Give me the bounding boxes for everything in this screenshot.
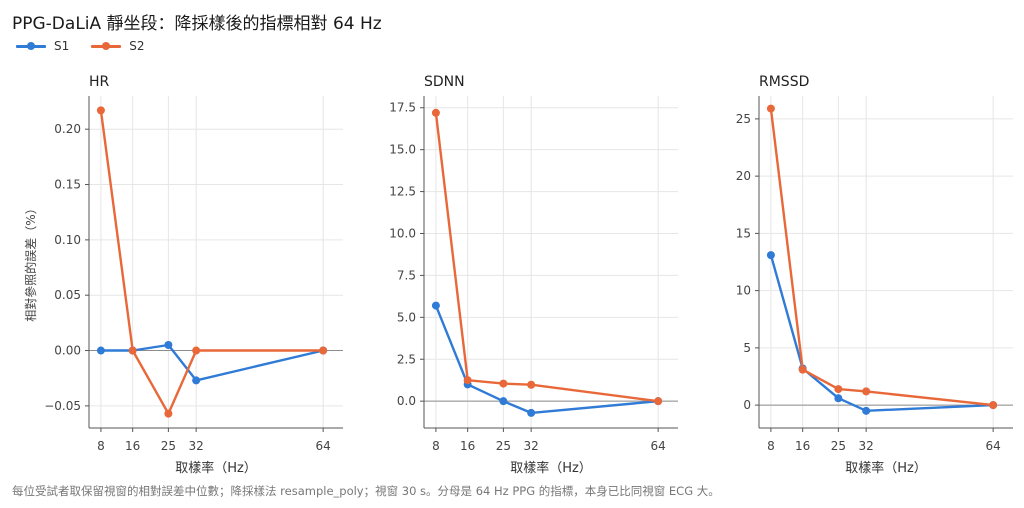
rmssd-x-label: 取樣率（Hz） <box>845 460 927 476</box>
sdnn-xtick-label-2: 25 <box>496 439 511 453</box>
hr-x-label: 取樣率（Hz） <box>175 460 257 476</box>
sdnn-series-s2-point-0 <box>431 108 440 117</box>
sdnn-series-s1-point-2 <box>499 397 508 406</box>
legend-item-s2: S2 <box>91 39 145 53</box>
rmssd-ytick-label-5: 25 <box>736 112 751 126</box>
rmssd-xtick-label-3: 32 <box>859 439 874 453</box>
rmssd-ytick-label-4: 20 <box>736 169 751 183</box>
hr-ytick-label-3: 0.10 <box>54 233 81 247</box>
rmssd-xtick-label-1: 16 <box>795 439 810 453</box>
rmssd-series-s2-point-1 <box>798 365 807 374</box>
rmssd-series-s1-point-3 <box>862 406 871 415</box>
sdnn-series-s1-point-0 <box>431 301 440 310</box>
sdnn-series-s2-point-4 <box>654 397 663 406</box>
sdnn-xtick-label-0: 8 <box>432 439 440 453</box>
sdnn-ytick-label-3: 7.5 <box>397 268 416 282</box>
hr-series-s2-line <box>99 110 324 415</box>
hr-ytick-label-5: 0.20 <box>54 122 81 136</box>
hr-xtick-label-2: 25 <box>161 439 176 453</box>
sdnn-ytick-label-6: 15.0 <box>389 143 416 157</box>
hr-series-s2-point-3 <box>192 346 201 355</box>
rmssd-series-s2-point-4 <box>989 401 998 410</box>
rmssd-series-s2-point-0 <box>766 104 775 113</box>
legend: S1 S2 <box>16 39 145 53</box>
sdnn-x-label: 取樣率（Hz） <box>510 460 592 476</box>
hr-series-s1-point-0 <box>96 346 105 355</box>
hr-series-s2-point-1 <box>128 346 137 355</box>
rmssd-series-s2-line <box>769 108 994 407</box>
hr-series-s2-point-4 <box>319 346 328 355</box>
rmssd-xtick-label-2: 25 <box>831 439 846 453</box>
sdnn-xtick-label-3: 32 <box>524 439 539 453</box>
hr-xtick-label-1: 16 <box>125 439 140 453</box>
rmssd-ytick-label-2: 10 <box>736 284 751 298</box>
hr-ytick-label-0: −0.05 <box>44 399 81 413</box>
rmssd-series-s1-line <box>769 254 994 412</box>
legend-item-s1: S1 <box>16 39 69 53</box>
hr-ytick-label-1: 0.00 <box>54 344 81 358</box>
rmssd-ytick-label-3: 15 <box>736 226 751 240</box>
hr-series-s1-point-3 <box>192 376 201 385</box>
hr-ytick-label-2: 0.05 <box>54 288 81 302</box>
sdnn-series-s2-point-1 <box>463 376 472 385</box>
rmssd-series-s2-point-2 <box>834 385 843 394</box>
footnote: 每位受試者取保留視窗的相對誤差中位數；降採樣法 resample_poly；視窗… <box>12 484 720 498</box>
hr-xtick-label-0: 8 <box>97 439 105 453</box>
sdnn-series-s2-line <box>434 112 659 403</box>
legend-swatch-s1 <box>16 41 46 51</box>
sdnn-ytick-label-1: 2.5 <box>397 352 416 366</box>
sdnn-ytick-label-7: 17.5 <box>389 101 416 115</box>
rmssd-series-s1-point-0 <box>766 251 775 260</box>
rmssd-series-s1-point-2 <box>834 394 843 403</box>
legend-label-s1: S1 <box>54 39 70 53</box>
hr-ytick-label-4: 0.15 <box>54 178 81 192</box>
rmssd-panel-title: RMSSD <box>759 74 809 90</box>
sdnn-ytick-label-5: 12.5 <box>389 185 416 199</box>
legend-label-s2: S2 <box>129 39 145 53</box>
sdnn-ytick-label-2: 5.0 <box>397 310 416 324</box>
hr-xtick-label-4: 64 <box>316 439 331 453</box>
chart-title: PPG-DaLiA 靜坐段：降採樣後的指標相對 64 Hz <box>12 14 382 34</box>
sdnn-ytick-label-4: 10.0 <box>389 226 416 240</box>
hr-series-s1-point-2 <box>164 341 173 349</box>
sdnn-series-s1-point-3 <box>527 408 536 417</box>
sdnn-panel-title: SDNN <box>424 74 465 90</box>
sdnn-series-s2-point-2 <box>499 379 508 388</box>
hr-series-s2-point-0 <box>96 106 105 115</box>
hr-panel-title: HR <box>89 74 110 90</box>
sdnn-xtick-label-1: 16 <box>460 439 475 453</box>
sdnn-ytick-label-0: 0.0 <box>397 394 416 408</box>
hr-xtick-label-3: 32 <box>189 439 204 453</box>
hr-y-label: 相對參照的誤差（%） <box>23 202 38 321</box>
sdnn-xtick-label-4: 64 <box>651 439 666 453</box>
sdnn-series-s2-point-3 <box>527 380 536 389</box>
hr-series-s2-point-2 <box>164 409 173 418</box>
rmssd-series-s2-point-3 <box>862 387 871 396</box>
rmssd-ytick-label-1: 5 <box>743 341 751 355</box>
rmssd-ytick-label-0: 0 <box>743 398 751 412</box>
rmssd-xtick-label-4: 64 <box>986 439 1001 453</box>
rmssd-xtick-label-0: 8 <box>767 439 775 453</box>
legend-swatch-s2 <box>91 41 122 51</box>
charts-canvas: −0.050.000.050.100.150.208 16 25 32 64HR取樣率（… <box>23 74 1013 476</box>
